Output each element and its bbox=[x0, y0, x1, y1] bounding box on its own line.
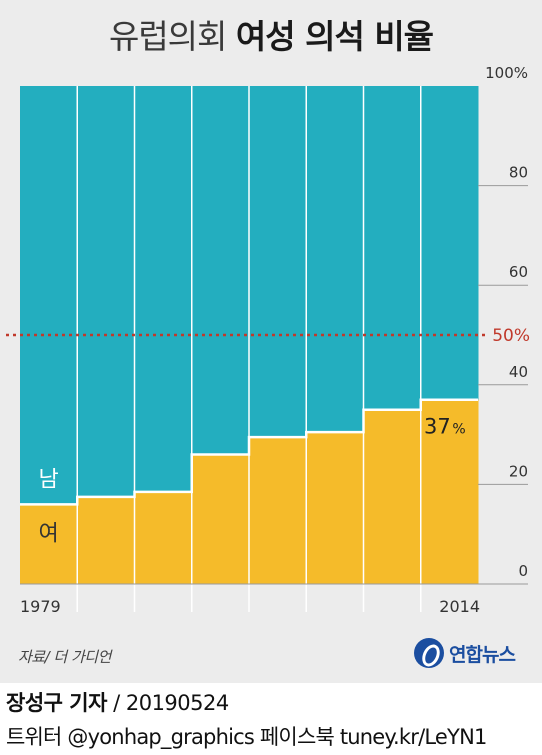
bar-women-1989 bbox=[134, 491, 193, 584]
chart-title: 유럽의회 여성 의석 비율 bbox=[0, 10, 542, 58]
x-tick-label-last: 2014 bbox=[439, 597, 480, 616]
bar-men-1979 bbox=[20, 86, 78, 505]
x-tick-label-first: 1979 bbox=[20, 597, 61, 616]
yonhap-logo-icon bbox=[414, 638, 444, 668]
bar-women-1999 bbox=[249, 437, 307, 584]
social-links: 트위터 @yonhap_graphics 페이스북 tuney.kr/LeYN1 bbox=[6, 725, 487, 749]
title-bold: 여성 의석 비율 bbox=[235, 17, 434, 56]
publish-date: / 20190524 bbox=[106, 691, 229, 715]
y-tick-label-100: 100% bbox=[485, 64, 528, 82]
bar-men-1999 bbox=[249, 86, 307, 438]
bar-women-2014 bbox=[420, 399, 479, 584]
bar-women-2004 bbox=[306, 432, 364, 584]
series-label-men: 남 bbox=[39, 467, 59, 492]
logo-text: 연합뉴스 bbox=[449, 643, 516, 666]
bar-men-1994 bbox=[191, 86, 250, 455]
bar-women-2009 bbox=[363, 409, 422, 584]
bar-men-2009 bbox=[363, 86, 422, 410]
title-light: 유럽의회 bbox=[108, 17, 227, 56]
last-value-label: 37 bbox=[424, 415, 451, 439]
y-tick-label-40: 40 bbox=[509, 363, 528, 381]
yonhap-logo: 연합뉴스 bbox=[414, 637, 516, 669]
author-name: 장성구 기자 bbox=[6, 691, 107, 715]
bar-women-1994 bbox=[191, 454, 250, 584]
y-tick-label-0: 0 bbox=[518, 562, 528, 580]
y-tick-label-20: 20 bbox=[509, 462, 528, 480]
bar-women-1984 bbox=[77, 496, 135, 584]
series-label-women: 여 bbox=[39, 521, 59, 546]
last-value-unit: % bbox=[452, 422, 465, 438]
byline: 장성구 기자 / 20190524 bbox=[6, 687, 229, 717]
bar-men-2014 bbox=[420, 86, 479, 400]
bar-men-2004 bbox=[306, 86, 364, 433]
bar-men-1984 bbox=[77, 86, 135, 497]
bar-men-1989 bbox=[134, 86, 193, 492]
y-tick-label-80: 80 bbox=[509, 164, 528, 182]
chart-svg: 0 20 40 60 80 100% 1979 2014 50% 남여 37% bbox=[6, 64, 530, 616]
source-text: 자료/ 더 가디언 bbox=[18, 648, 111, 666]
y-tick-label-60: 60 bbox=[509, 263, 528, 281]
reference-line-label: 50% bbox=[492, 326, 530, 346]
footer: 장성구 기자 / 20190524 트위터 @yonhap_graphics 페… bbox=[0, 683, 542, 755]
bar-women-1979 bbox=[20, 504, 78, 584]
